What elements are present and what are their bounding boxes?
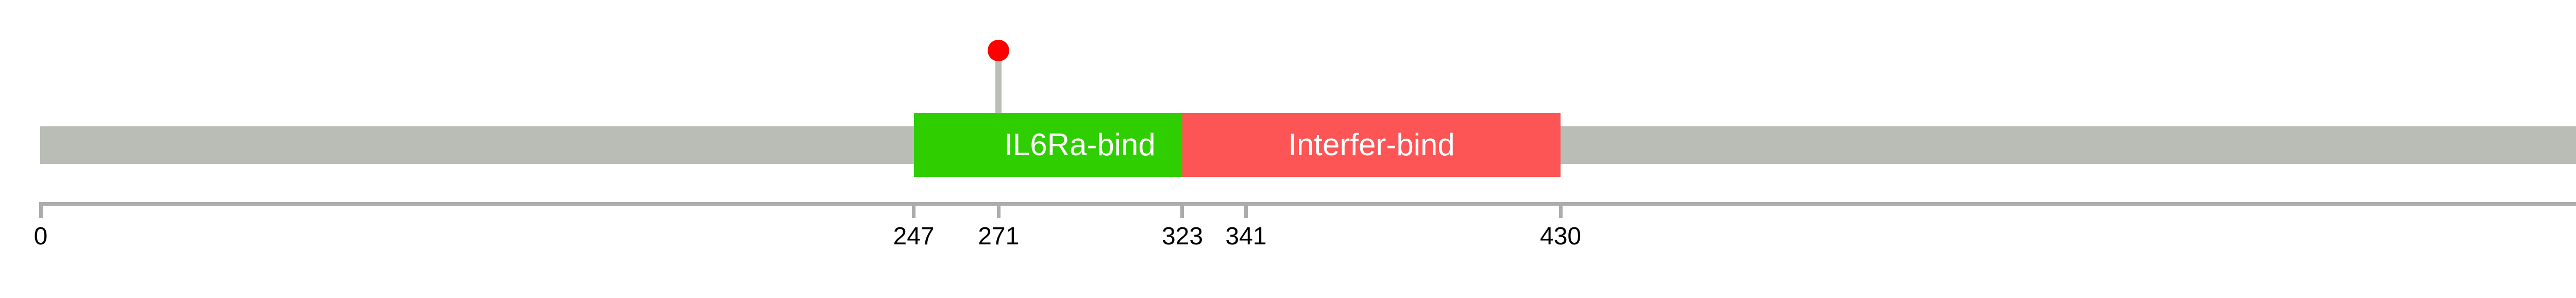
axis-tick <box>912 202 916 218</box>
domain-label: Interfer-bind <box>1288 127 1455 162</box>
axis-tick-label: 430 <box>1540 223 1582 250</box>
axis-tick-label: 0 <box>33 223 48 250</box>
axis-tick-label: 341 <box>1225 223 1267 250</box>
axis-tick <box>1558 202 1563 218</box>
axis-tick <box>39 202 43 218</box>
axis-tick-label: 323 <box>1161 223 1204 250</box>
domain-box: Interfer-bind <box>1182 113 1561 177</box>
axis-line <box>39 202 2576 206</box>
lollipop-marker <box>988 40 1010 61</box>
axis-tick-label: 247 <box>893 223 935 250</box>
axis-tick <box>1244 202 1248 218</box>
lollipop-stem <box>995 61 1002 113</box>
axis-tick <box>996 202 1001 218</box>
axis-tick-label: 271 <box>978 223 1020 250</box>
domain-label: IL6Ra-bind <box>1004 127 1156 162</box>
axis-tick <box>1180 202 1184 218</box>
